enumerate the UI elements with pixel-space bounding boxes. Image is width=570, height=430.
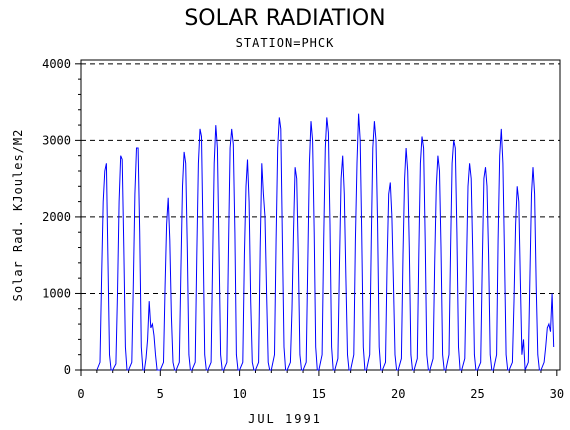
y-tick-label: 1000: [42, 286, 71, 300]
x-axis: 0 5 10 15 20 25 30: [77, 370, 564, 401]
x-tick-label: 5: [157, 387, 164, 401]
chart-title: SOLAR RADIATION: [184, 6, 386, 31]
y-tick-label: 3000: [42, 133, 71, 147]
y-tick-label: 0: [64, 363, 71, 377]
plot-frame: [80, 59, 561, 371]
x-tick-label: 0: [77, 387, 84, 401]
x-tick-label: 15: [312, 387, 326, 401]
x-tick-label: 25: [470, 387, 484, 401]
chart-subtitle: STATION=PHCK: [235, 36, 335, 50]
y-tick-label: 4000: [42, 57, 71, 71]
x-tick-label: 10: [232, 387, 246, 401]
x-tick-label: 30: [550, 387, 564, 401]
x-axis-label: JUL 1991: [248, 412, 322, 426]
y-tick-label: 2000: [42, 210, 71, 224]
grid-lines: [81, 63, 560, 371]
series-line: [96, 113, 555, 371]
series-layer: [96, 113, 555, 371]
y-axis-label: Solar Rad. KJoules/M2: [11, 129, 25, 302]
y-axis: 0 1000 2000 3000 4000: [42, 57, 81, 377]
x-tick-label: 20: [391, 387, 405, 401]
